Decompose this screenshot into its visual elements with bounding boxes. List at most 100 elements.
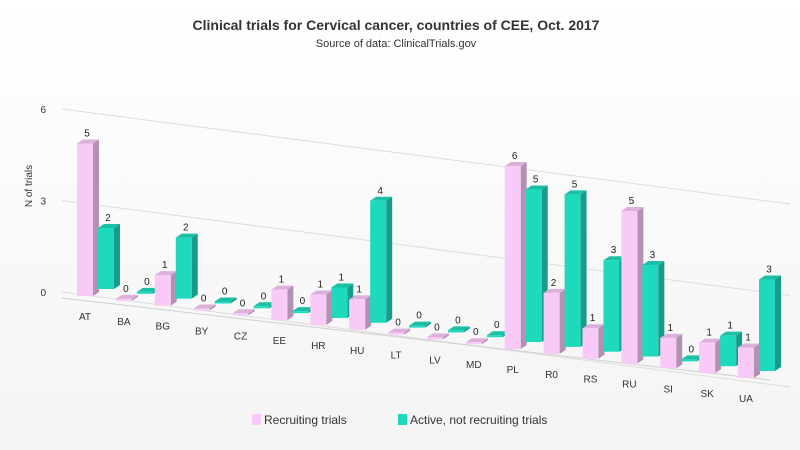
y-tick-label: 0 xyxy=(40,288,46,299)
data-label-active-not-recruiting: 5 xyxy=(572,179,578,190)
data-label-active-not-recruiting: 0 xyxy=(416,311,422,322)
bar-recruiting xyxy=(388,328,411,335)
category-labels: AT BA BG BY CZ EE HR HU LT LV MD PL R0 RS RU SI SK UA xyxy=(79,312,753,405)
data-label-active-not-recruiting: 1 xyxy=(339,272,345,283)
data-label-active-not-recruiting: 3 xyxy=(650,250,656,261)
data-label-recruiting: 1 xyxy=(745,333,751,344)
bar-recruiting xyxy=(504,162,527,350)
category-label: SK xyxy=(700,389,714,400)
bar-active-not-recruiting xyxy=(214,297,237,304)
y-tick-labels: 0 3 6 xyxy=(40,105,46,299)
data-label-active-not-recruiting: 0 xyxy=(144,277,150,288)
category-label: BG xyxy=(156,322,171,333)
y-tick-label: 3 xyxy=(40,197,46,208)
bar-active-not-recruiting xyxy=(447,326,470,333)
data-label-recruiting: 1 xyxy=(318,279,324,290)
data-label-active-not-recruiting: 4 xyxy=(377,186,383,197)
data-label-active-not-recruiting: 0 xyxy=(261,291,267,302)
data-label-recruiting: 1 xyxy=(162,260,168,271)
gridline xyxy=(61,108,791,205)
bar-active-not-recruiting xyxy=(175,233,198,299)
bar-recruiting xyxy=(426,333,449,340)
data-label-recruiting: 1 xyxy=(279,275,285,286)
bar-recruiting xyxy=(271,285,294,321)
bar-recruiting xyxy=(115,294,138,301)
bar-recruiting xyxy=(660,333,683,369)
data-label-recruiting: 5 xyxy=(84,129,90,140)
legend: Recruiting trials Active, not recruiting… xyxy=(252,413,547,427)
data-label-active-not-recruiting: 0 xyxy=(300,296,306,307)
gridline xyxy=(61,291,791,388)
data-label-recruiting: 0 xyxy=(473,327,479,338)
data-label-recruiting: 2 xyxy=(551,278,557,289)
category-label: LV xyxy=(429,355,441,366)
category-label: BA xyxy=(117,317,131,328)
category-label: HU xyxy=(350,346,364,357)
data-label-active-not-recruiting: 2 xyxy=(105,213,111,224)
data-label-active-not-recruiting: 3 xyxy=(611,245,617,256)
bar-active-not-recruiting xyxy=(759,275,781,371)
bar-recruiting xyxy=(232,309,255,316)
category-label: PL xyxy=(507,365,520,376)
data-label-active-not-recruiting: 5 xyxy=(533,175,539,186)
category-label: SI xyxy=(664,384,673,395)
data-label-active-not-recruiting: 1 xyxy=(727,321,733,332)
data-label-recruiting: 0 xyxy=(434,322,440,333)
legend-swatch-recruiting xyxy=(252,414,261,425)
data-label-recruiting: 1 xyxy=(706,328,712,339)
legend-swatch-active-not-recruiting xyxy=(398,414,407,425)
data-label-recruiting: 1 xyxy=(590,313,596,324)
data-label-recruiting: 0 xyxy=(201,293,207,304)
y-axis-label: N of trials xyxy=(24,165,35,207)
legend-label-recruiting: Recruiting trials xyxy=(264,413,347,427)
category-label: EE xyxy=(273,336,287,347)
data-label-recruiting: 0 xyxy=(240,298,246,309)
bar-recruiting xyxy=(699,338,722,374)
bar-recruiting xyxy=(621,207,644,364)
category-label: HR xyxy=(311,341,325,352)
category-label: R0 xyxy=(545,370,558,381)
category-label: RS xyxy=(584,375,598,386)
category-label: BY xyxy=(195,326,209,337)
bar-recruiting xyxy=(465,338,488,345)
bar-active-not-recruiting xyxy=(370,196,393,323)
bar-recruiting xyxy=(582,324,605,359)
bar-recruiting xyxy=(77,139,99,296)
data-label-active-not-recruiting: 0 xyxy=(688,344,694,355)
data-label-active-not-recruiting: 3 xyxy=(766,265,772,276)
data-label-active-not-recruiting: 2 xyxy=(183,223,189,234)
data-label-recruiting: 0 xyxy=(123,284,129,295)
bar-active-not-recruiting xyxy=(409,321,432,328)
bar-recruiting xyxy=(193,304,216,311)
bar-active-not-recruiting xyxy=(98,224,120,289)
bar-recruiting xyxy=(349,295,372,330)
bar-active-not-recruiting xyxy=(642,261,665,357)
category-label: UA xyxy=(739,394,753,405)
data-label-recruiting: 6 xyxy=(512,151,518,162)
legend-label-active-not-recruiting: Active, not recruiting trials xyxy=(410,413,547,427)
data-label-recruiting: 1 xyxy=(356,284,362,295)
bar-recruiting xyxy=(738,343,760,378)
bar-recruiting xyxy=(310,290,333,325)
chart-title: Clinical trials for Cervical cancer, cou… xyxy=(193,17,600,33)
y-tick-label: 6 xyxy=(40,105,46,116)
bar-recruiting xyxy=(154,271,177,306)
data-label-recruiting: 5 xyxy=(629,196,635,207)
chart-subtitle: Source of data: ClinicalTrials.gov xyxy=(316,38,477,50)
floor-edge xyxy=(61,297,771,381)
data-label-recruiting: 0 xyxy=(395,318,401,329)
bars xyxy=(77,139,781,378)
bar-active-not-recruiting xyxy=(564,190,587,347)
category-label: MD xyxy=(466,360,482,371)
data-label-recruiting: 1 xyxy=(667,323,673,334)
category-label: RU xyxy=(622,380,636,391)
data-label-active-not-recruiting: 0 xyxy=(494,320,500,331)
bar-recruiting xyxy=(543,288,566,354)
category-label: AT xyxy=(79,312,91,323)
data-label-active-not-recruiting: 0 xyxy=(222,286,228,297)
gridline xyxy=(61,200,791,296)
category-label: CZ xyxy=(234,331,247,342)
